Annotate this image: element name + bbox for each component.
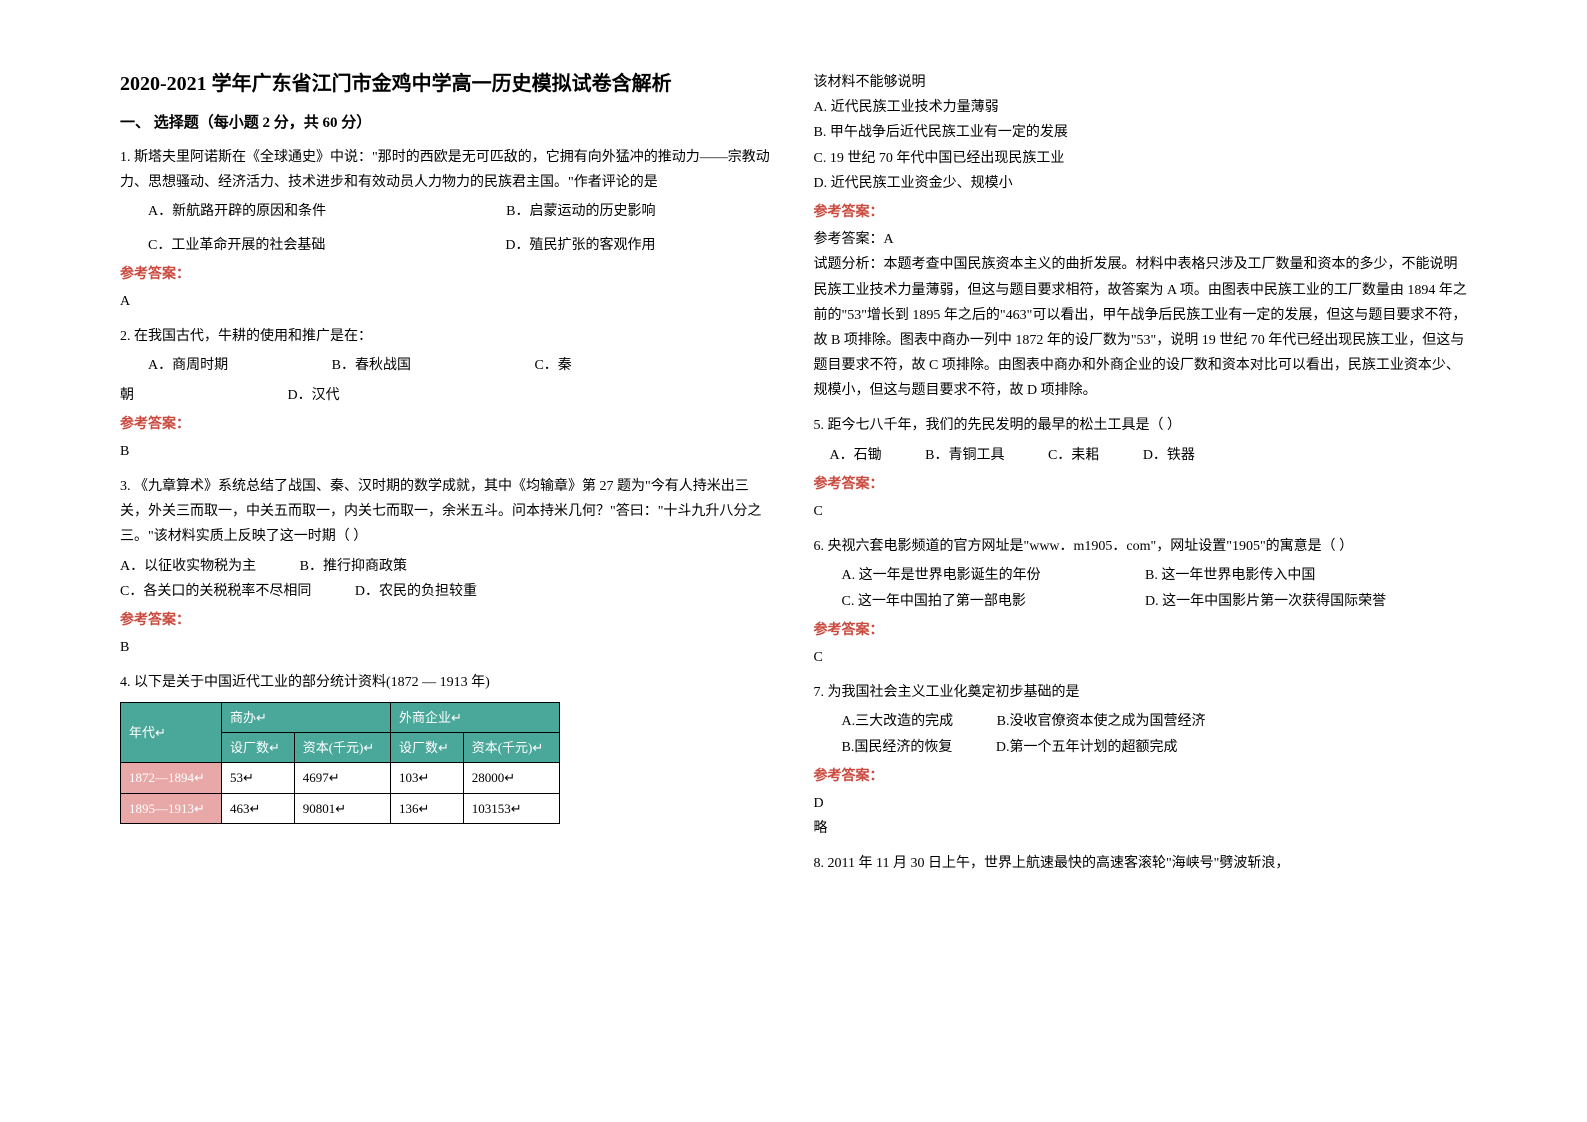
q1-options: A．新航路开辟的原因和条件 B．启蒙运动的历史影响 C．工业革命开展的社会基础 … [120,199,774,257]
q2-option-chao-d: 朝 D．汉代 [120,383,774,408]
q1-option-d: D．殖民扩张的客观作用 [505,233,655,258]
q4-th-waishang: 外商企业↵ [390,702,559,732]
q4-answer-prefix: 参考答案：A [814,227,1468,252]
q7-options: A.三大改造的完成 B.没收官僚资本使之成为国营经济 B.国民经济的恢复 D.第… [814,709,1468,759]
question-3: 3. 《九章算术》系统总结了战国、秦、汉时期的数学成就，其中《均输章》第 27 … [120,474,774,660]
q3-answer: B [120,635,774,660]
document-title: 2020-2021 学年广东省江门市金鸡中学高一历史模拟试卷含解析 [120,70,774,98]
q7-note: 略 [814,816,1468,841]
q7-option-d: D.第一个五年计划的超额完成 [996,735,1178,760]
q3-option-a: A．以征收实物税为主 [120,554,256,579]
q7-option-a: A.三大改造的完成 [842,709,954,734]
q5-option-a: A．石锄 [830,443,882,468]
q2-option-b: B．春秋战国 [332,353,411,378]
q4-r2-c1: 463↵ [221,793,294,823]
answer-label: 参考答案： [814,200,1468,225]
q5-option-d: D．铁器 [1143,443,1195,468]
q8-text: 8. 2011 年 11 月 30 日上午，世界上航速最快的高速客滚轮"海峡号"… [814,851,1468,876]
q1-option-a: A．新航路开辟的原因和条件 [148,199,326,224]
q2-option-c: C．秦 [534,353,571,378]
question-5: 5. 距今七八千年，我们的先民发明的最早的松土工具是（ ） A．石锄 B．青铜工… [814,413,1468,524]
q4-r1-c1: 53↵ [221,763,294,793]
table-row: 1895—1913↵ 463↵ 90801↵ 136↵ 103153↵ [121,793,560,823]
q4-analysis: 试题分析：本题考查中国民族资本主义的曲折发展。材料中表格只涉及工厂数量和资本的多… [814,252,1468,403]
q4-r1-period: 1872—1894↵ [121,763,222,793]
q6-options: A. 这一年是世界电影诞生的年份 B. 这一年世界电影传入中国 C. 这一年中国… [814,563,1468,613]
q3-option-b: B．推行抑商政策 [300,554,407,579]
question-1: 1. 斯塔夫里阿诺斯在《全球通史》中说："那时的西欧是无可匹敌的，它拥有向外猛冲… [120,145,774,314]
right-column: 该材料不能够说明 A. 近代民族工业技术力量薄弱 B. 甲午战争后近代民族工业有… [794,70,1488,1082]
q3-option-d: D．农民的负担较重 [355,579,477,604]
q2-options: A．商周时期 B．春秋战国 C．秦 [120,353,774,378]
q6-option-c: C. 这一年中国拍了第一部电影 [842,589,1102,614]
q4-continue-text: 该材料不能够说明 [814,70,1468,95]
answer-label: 参考答案： [814,618,1468,643]
q5-text: 5. 距今七八千年，我们的先民发明的最早的松土工具是（ ） [814,413,1468,438]
answer-label: 参考答案： [814,472,1468,497]
q2-option-a: A．商周时期 [148,353,228,378]
question-8: 8. 2011 年 11 月 30 日上午，世界上航速最快的高速客滚轮"海峡号"… [814,851,1468,876]
q4-option-b: B. 甲午战争后近代民族工业有一定的发展 [814,120,1468,145]
answer-label: 参考答案： [120,608,774,633]
q3-text: 3. 《九章算术》系统总结了战国、秦、汉时期的数学成就，其中《均输章》第 27 … [120,474,774,550]
answer-label: 参考答案： [120,262,774,287]
q4-r2-c3: 136↵ [390,793,463,823]
q7-text: 7. 为我国社会主义工业化奠定初步基础的是 [814,680,1468,705]
question-4-continued: 该材料不能够说明 A. 近代民族工业技术力量薄弱 B. 甲午战争后近代民族工业有… [814,70,1468,403]
q2-option-d: D．汉代 [288,388,340,403]
question-4: 4. 以下是关于中国近代工业的部分统计资料(1872 — 1913 年) 年代↵… [120,670,774,824]
answer-label: 参考答案： [120,412,774,437]
q6-option-b: B. 这一年世界电影传入中国 [1145,563,1315,588]
q4-th-shangban: 商办↵ [221,702,390,732]
q7-option-c: B.国民经济的恢复 [842,735,953,760]
q4-th-year: 年代↵ [121,702,222,763]
q4-table: 年代↵ 商办↵ 外商企业↵ 设厂数↵ 资本(千元)↵ 设厂数↵ 资本(千元)↵ … [120,702,560,825]
q4-r2-c4: 103153↵ [463,793,559,823]
left-column: 2020-2021 学年广东省江门市金鸡中学高一历史模拟试卷含解析 一、 选择题… [100,70,794,1082]
q1-text: 1. 斯塔夫里阿诺斯在《全球通史》中说："那时的西欧是无可匹敌的，它拥有向外猛冲… [120,145,774,195]
q7-option-b: B.没收官僚资本使之成为国营经济 [997,709,1206,734]
q2-answer: B [120,439,774,464]
q3-options-row1: A．以征收实物税为主 B．推行抑商政策 [120,554,774,579]
q7-answer: D [814,791,1468,816]
q2-chao: 朝 [120,388,134,403]
q6-option-d: D. 这一年中国影片第一次获得国际荣誉 [1145,589,1386,614]
q1-option-b: B．启蒙运动的历史影响 [506,199,655,224]
question-2: 2. 在我国古代，牛耕的使用和推广是在： A．商周时期 B．春秋战国 C．秦 朝… [120,324,774,464]
q4-answer: A [884,232,894,247]
q4-option-a: A. 近代民族工业技术力量薄弱 [814,95,1468,120]
q4-r1-c4: 28000↵ [463,763,559,793]
question-6: 6. 央视六套电影频道的官方网址是"www．m1905．com"，网址设置"19… [814,534,1468,670]
q4-r2-c2: 90801↵ [294,793,390,823]
question-7: 7. 为我国社会主义工业化奠定初步基础的是 A.三大改造的完成 B.没收官僚资本… [814,680,1468,841]
q4-r2-period: 1895—1913↵ [121,793,222,823]
q4-th-capital2: 资本(千元)↵ [463,732,559,762]
q6-option-a: A. 这一年是世界电影诞生的年份 [842,563,1102,588]
q3-options-row2: C．各关口的关税税率不尽相同 D．农民的负担较重 [120,579,774,604]
q3-option-c: C．各关口的关税税率不尽相同 [120,579,311,604]
q4-th-count2: 设厂数↵ [390,732,463,762]
q5-option-c: C．耒耜 [1048,443,1099,468]
q4-r1-c2: 4697↵ [294,763,390,793]
q6-answer: C [814,645,1468,670]
q4-option-d: D. 近代民族工业资金少、规模小 [814,171,1468,196]
q6-text: 6. 央视六套电影频道的官方网址是"www．m1905．com"，网址设置"19… [814,534,1468,559]
q1-answer: A [120,289,774,314]
q2-text: 2. 在我国古代，牛耕的使用和推广是在： [120,324,774,349]
q4-intro: 4. 以下是关于中国近代工业的部分统计资料(1872 — 1913 年) [120,670,774,695]
q4-th-count1: 设厂数↵ [221,732,294,762]
q4-r1-c3: 103↵ [390,763,463,793]
table-row: 1872—1894↵ 53↵ 4697↵ 103↵ 28000↵ [121,763,560,793]
q5-option-b: B．青铜工具 [925,443,1004,468]
q4-option-c: C. 19 世纪 70 年代中国已经出现民族工业 [814,146,1468,171]
answer-label: 参考答案： [814,764,1468,789]
q4-th-capital1: 资本(千元)↵ [294,732,390,762]
section-header: 一、 选择题（每小题 2 分，共 60 分） [120,110,774,137]
q5-answer: C [814,499,1468,524]
q5-options: A．石锄 B．青铜工具 C．耒耜 D．铁器 [814,443,1468,468]
q1-option-c: C．工业革命开展的社会基础 [148,233,325,258]
